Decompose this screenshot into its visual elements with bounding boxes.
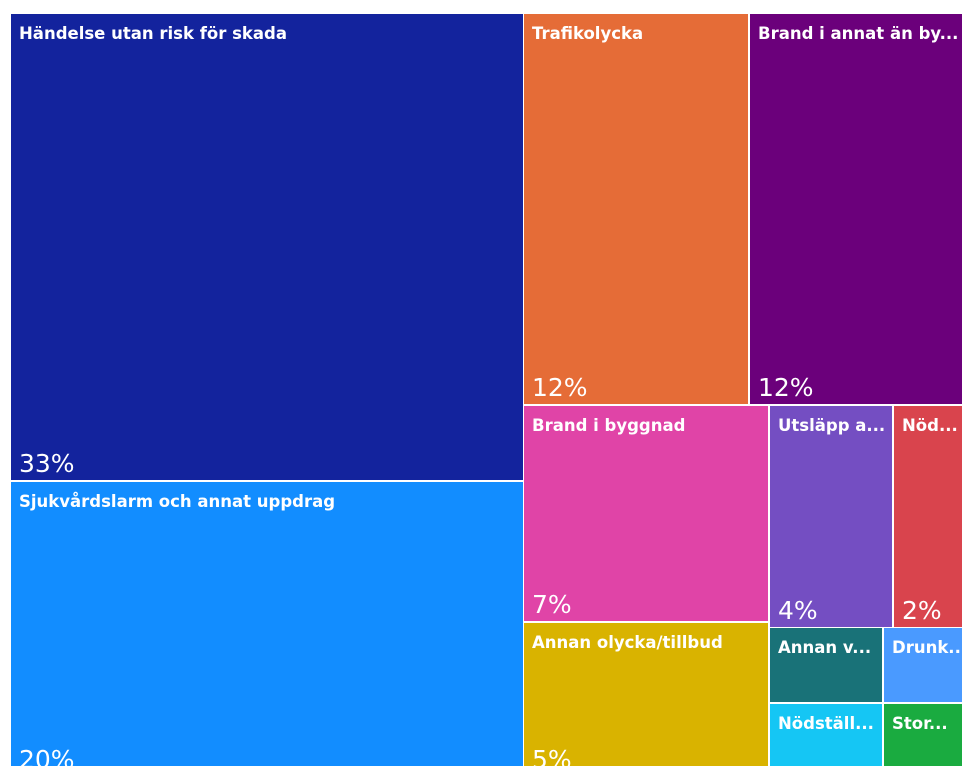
treemap-tile[interactable]: Utsläpp a... 4% [770, 406, 892, 627]
tile-label: Händelse utan risk för skada [19, 24, 287, 43]
tile-label: Trafikolycka [532, 24, 644, 43]
tile-value-label: 4% [778, 596, 818, 625]
tile-label: Annan olycka/tillbud [532, 633, 723, 652]
tile-label: Brand i byggnad [532, 416, 686, 435]
tile-label: Nödställ... [778, 714, 874, 733]
tile-value-label: 20% [19, 745, 75, 766]
tile-value-label: 12% [758, 373, 814, 402]
tile-label: Drunk... [892, 638, 962, 657]
tile-value-label: 33% [19, 449, 75, 478]
tile-label: Nöd... [902, 416, 958, 435]
treemap-tile[interactable]: Sjukvårdslarm och annat uppdrag 20% [11, 482, 523, 766]
treemap-tile[interactable]: Brand i annat än by... 12% [750, 14, 962, 404]
tile-value-label: 5% [532, 745, 572, 766]
tile-label: Annan v... [778, 638, 872, 657]
treemap-tile[interactable]: Händelse utan risk för skada 33% [11, 14, 523, 480]
treemap-tile[interactable]: Drunk... [884, 628, 962, 702]
tile-label: Brand i annat än by... [758, 24, 959, 43]
treemap-tile[interactable]: Trafikolycka 12% [524, 14, 748, 404]
tile-value-label: 12% [532, 373, 588, 402]
tile-label: Sjukvårdslarm och annat uppdrag [19, 492, 336, 511]
treemap-tile[interactable]: Nöd... 2% [894, 406, 962, 627]
tile-label: Stor... [892, 714, 948, 733]
tile-value-label: 7% [532, 590, 572, 619]
tile-value-label: 2% [902, 596, 942, 625]
treemap-tile[interactable]: Annan v... [770, 628, 882, 702]
treemap-tile[interactable]: Brand i byggnad 7% [524, 406, 768, 621]
treemap-tile[interactable]: Annan olycka/tillbud 5% [524, 623, 768, 766]
tile-label: Utsläpp a... [778, 416, 886, 435]
treemap-tile[interactable]: Stor... [884, 704, 962, 766]
treemap-tile[interactable]: Nödställ... [770, 704, 882, 766]
